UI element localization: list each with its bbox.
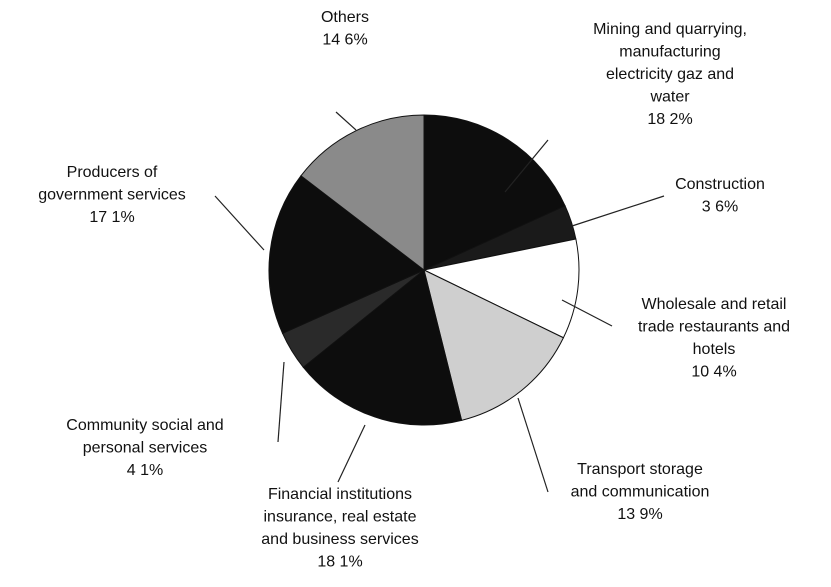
leader-line <box>561 299 613 327</box>
category-label: Community social and personal services <box>66 417 223 457</box>
leader-line <box>277 361 285 443</box>
pie-slice <box>268 175 425 335</box>
leader-line <box>504 139 549 193</box>
pie-slice <box>302 269 463 426</box>
pie-slice <box>300 114 425 272</box>
pie-slice <box>423 114 566 271</box>
value-label: 10 4% <box>691 364 736 381</box>
leader-line <box>571 195 665 227</box>
slices <box>268 114 580 426</box>
value-label: 17 1% <box>89 209 134 226</box>
category-label: Mining and quarrying, manufacturing electr… <box>593 21 747 106</box>
pie-slice <box>423 269 565 421</box>
value-label: 14 6% <box>322 32 367 49</box>
value-label: 4 1% <box>127 462 163 479</box>
category-label: Financial institutions insurance, real es… <box>261 486 418 548</box>
category-label: Transport storage and communication <box>571 461 710 501</box>
leader-line <box>214 195 265 251</box>
leader-line <box>337 424 366 483</box>
category-label: Others <box>321 9 369 26</box>
leader-line <box>517 397 549 493</box>
value-label: 18 1% <box>317 554 362 571</box>
leader-lines <box>214 111 665 493</box>
leader-line <box>335 111 357 131</box>
pie-slice <box>422 238 580 339</box>
category-label: Construction <box>675 176 765 193</box>
value-label: 13 9% <box>617 506 662 523</box>
category-label: Producers of government services <box>38 164 186 204</box>
category-label: Wholesale and retail trade restaurants an… <box>638 296 790 358</box>
value-label: 18 2% <box>647 111 692 128</box>
value-label: 3 6% <box>702 199 738 216</box>
